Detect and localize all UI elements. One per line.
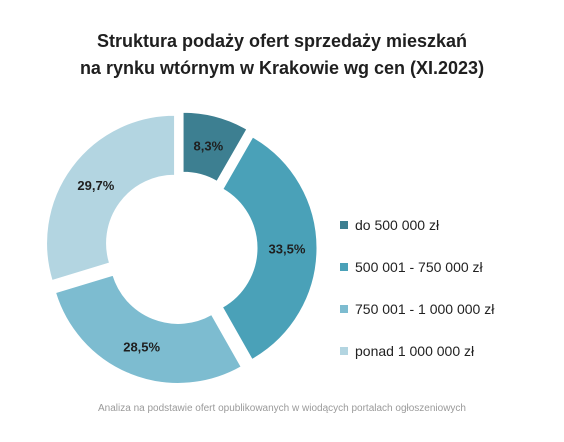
legend-item: 750 001 - 1 000 000 zł	[340, 298, 494, 319]
legend-swatch	[340, 220, 348, 229]
legend-swatch	[340, 262, 348, 271]
slice-value-label: 33,5%	[269, 241, 306, 256]
slice-value-label: 29,7%	[77, 178, 114, 193]
legend-swatch	[340, 304, 348, 313]
chart-title-line-2: na rynku wtórnym w Krakowie wg cen (XI.2…	[79, 58, 485, 78]
donut-slice	[46, 114, 176, 282]
source-footnote: Analiza na podstawie ofert opublikowanyc…	[98, 403, 466, 414]
legend-swatch	[340, 346, 348, 355]
legend-item: ponad 1 000 000 zł	[340, 340, 494, 361]
legend-label: 500 001 - 750 000 zł	[355, 258, 483, 275]
donut-slice	[182, 111, 248, 182]
legend-label: 750 001 - 1 000 000 zł	[355, 300, 495, 317]
legend-label: ponad 1 000 000 zł	[355, 342, 475, 359]
donut-slice	[221, 136, 318, 361]
legend-item: 500 001 - 750 000 zł	[340, 256, 494, 277]
slice-value-label: 8,3%	[194, 139, 224, 154]
chart-title: Struktura podaży ofert sprzedaży mieszka…	[0, 28, 564, 82]
chart-title-line-1: Struktura podaży ofert sprzedaży mieszka…	[96, 31, 468, 51]
donut-slice	[54, 274, 242, 384]
slice-value-label: 28,5%	[123, 339, 160, 354]
legend-item: do 500 000 zł	[340, 214, 494, 235]
chart-legend: do 500 000 zł 500 001 - 750 000 zł 750 0…	[340, 214, 494, 382]
legend-label: do 500 000 zł	[355, 216, 440, 233]
